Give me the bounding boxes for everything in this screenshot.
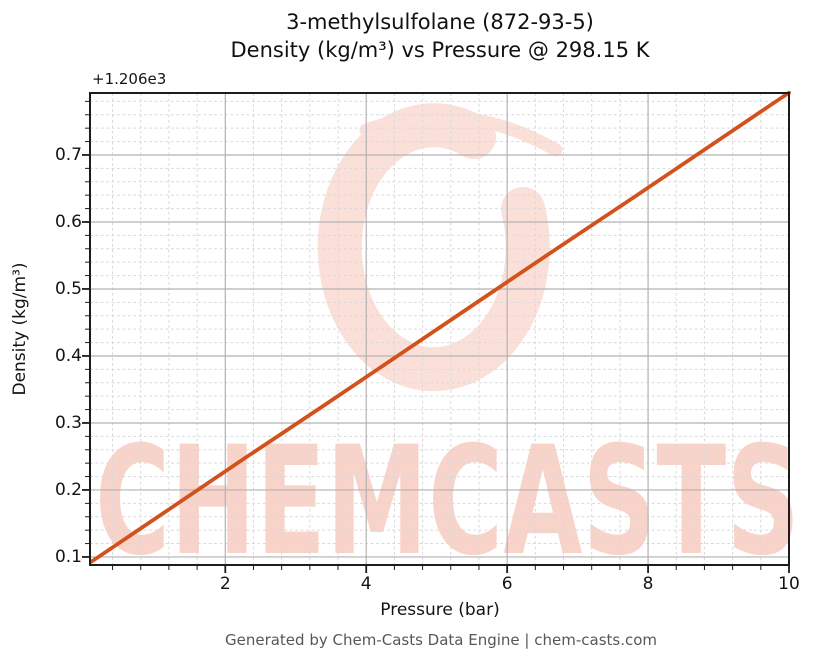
chart-title-line1: 3-methylsulfolane (872-93-5) xyxy=(286,10,594,34)
y-axis-offset-label: +1.206e3 xyxy=(92,70,167,88)
watermark-logo-swoosh-right xyxy=(501,223,533,337)
y-tick-label: 0.3 xyxy=(54,412,82,433)
x-tick-label: 6 xyxy=(501,574,513,594)
chart-title-line2: Density (kg/m³) vs Pressure @ 298.15 K xyxy=(230,38,650,62)
x-tick-label: 2 xyxy=(219,574,231,594)
x-tick-label: 10 xyxy=(778,574,800,594)
axes-box xyxy=(89,92,790,566)
chart-title: 3-methylsulfolane (872-93-5) Density (kg… xyxy=(230,8,649,64)
footer-credit: Generated by Chem-Casts Data Engine | ch… xyxy=(224,631,658,649)
y-tick-label: 0.6 xyxy=(54,211,82,232)
y-tick-label: 0.7 xyxy=(54,144,82,165)
y-tick-label: 0.2 xyxy=(54,479,82,500)
x-axis-label: Pressure (bar) xyxy=(380,600,500,620)
x-tick-label: 4 xyxy=(360,574,372,594)
y-tick-label: 0.5 xyxy=(54,278,82,299)
watermark-text: CHEMCASTS xyxy=(95,415,800,589)
data-line-density xyxy=(89,90,791,564)
watermark-logo-swoosh-top xyxy=(359,110,563,157)
y-tick-label: 0.4 xyxy=(54,345,82,366)
y-tick-label: 0.1 xyxy=(54,546,82,567)
x-tick-label: 8 xyxy=(642,574,654,594)
